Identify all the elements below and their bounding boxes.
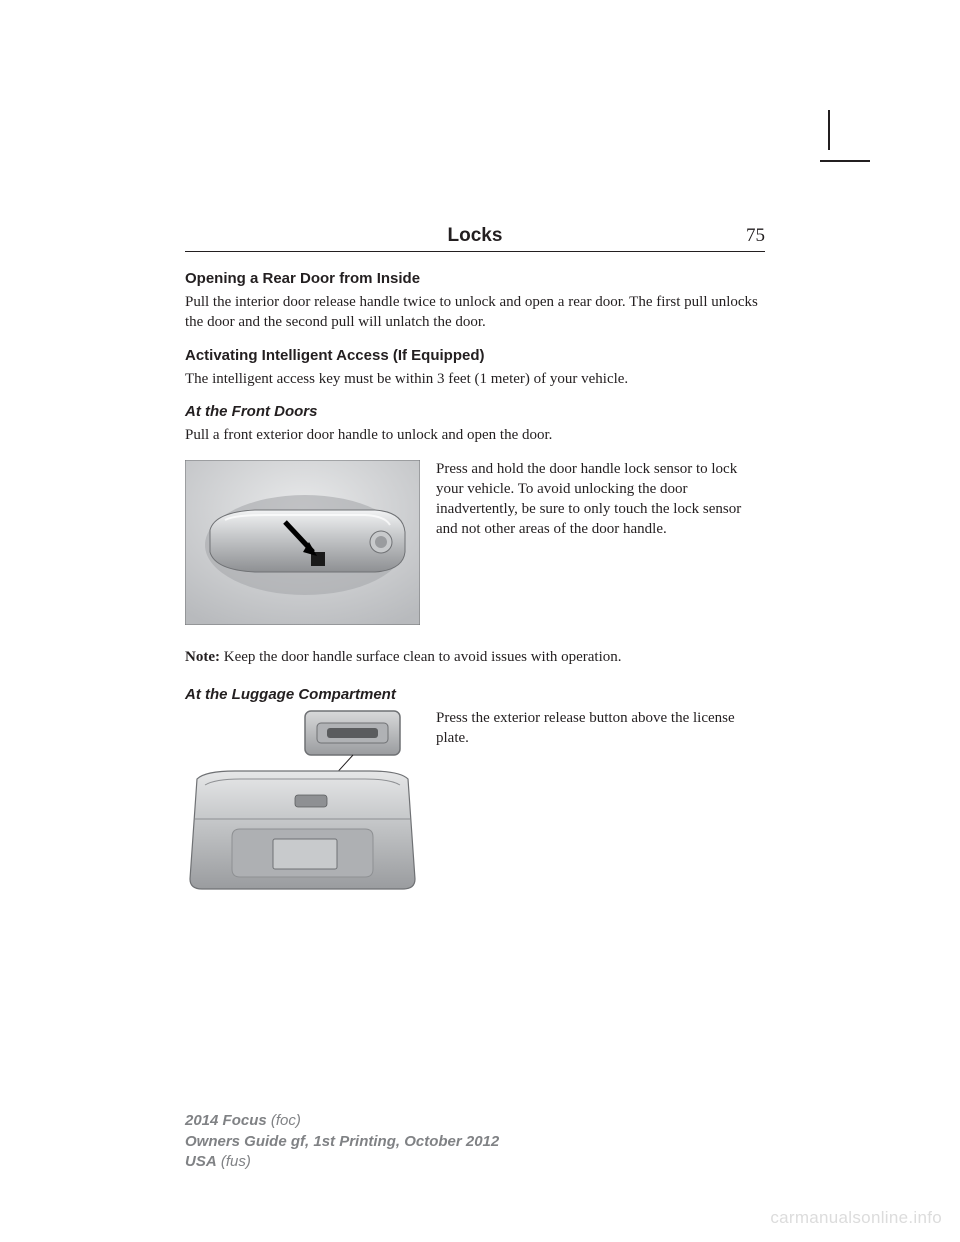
footer-region: USA — [185, 1153, 217, 1170]
page-content: Locks 75 Opening a Rear Door from Inside… — [185, 225, 765, 917]
page-number: 75 — [725, 225, 765, 247]
caption-door-handle: Press and hold the door handle lock sens… — [436, 460, 765, 630]
note-label: Note: — [185, 649, 220, 665]
heading-rear-door: Opening a Rear Door from Inside — [185, 270, 765, 287]
figure-door-handle: Press and hold the door handle lock sens… — [185, 460, 765, 630]
luggage-illustration — [185, 709, 420, 899]
watermark: carmanualsonline.info — [770, 1208, 942, 1228]
heading-luggage: At the Luggage Compartment — [185, 686, 765, 703]
door-handle-illustration — [185, 460, 420, 630]
body-rear-door: Pull the interior door release handle tw… — [185, 293, 765, 333]
crop-mark-horizontal — [820, 160, 870, 162]
crop-mark-vertical — [828, 110, 830, 150]
heading-intelligent-access: Activating Intelligent Access (If Equipp… — [185, 347, 765, 364]
footer-model-code: (foc) — [267, 1112, 301, 1129]
footer-region-code: (fus) — [217, 1153, 251, 1170]
figure-luggage: Press the exterior release button above … — [185, 709, 765, 899]
note-door-handle: Note: Keep the door handle surface clean… — [185, 648, 765, 668]
footer-line-2: Owners Guide gf, 1st Printing, October 2… — [185, 1132, 499, 1152]
body-front-doors-1: Pull a front exterior door handle to unl… — [185, 426, 765, 446]
header-title: Locks — [225, 225, 725, 247]
footer-line-1: 2014 Focus (foc) — [185, 1111, 499, 1131]
caption-luggage: Press the exterior release button above … — [436, 709, 765, 899]
heading-front-doors: At the Front Doors — [185, 403, 765, 420]
body-intelligent-access: The intelligent access key must be withi… — [185, 370, 765, 390]
footer-model: 2014 Focus — [185, 1112, 267, 1129]
note-body: Keep the door handle surface clean to av… — [224, 649, 622, 665]
footer-line-3: USA (fus) — [185, 1152, 499, 1172]
page-footer: 2014 Focus (foc) Owners Guide gf, 1st Pr… — [185, 1111, 499, 1172]
page-header: Locks 75 — [185, 225, 765, 252]
